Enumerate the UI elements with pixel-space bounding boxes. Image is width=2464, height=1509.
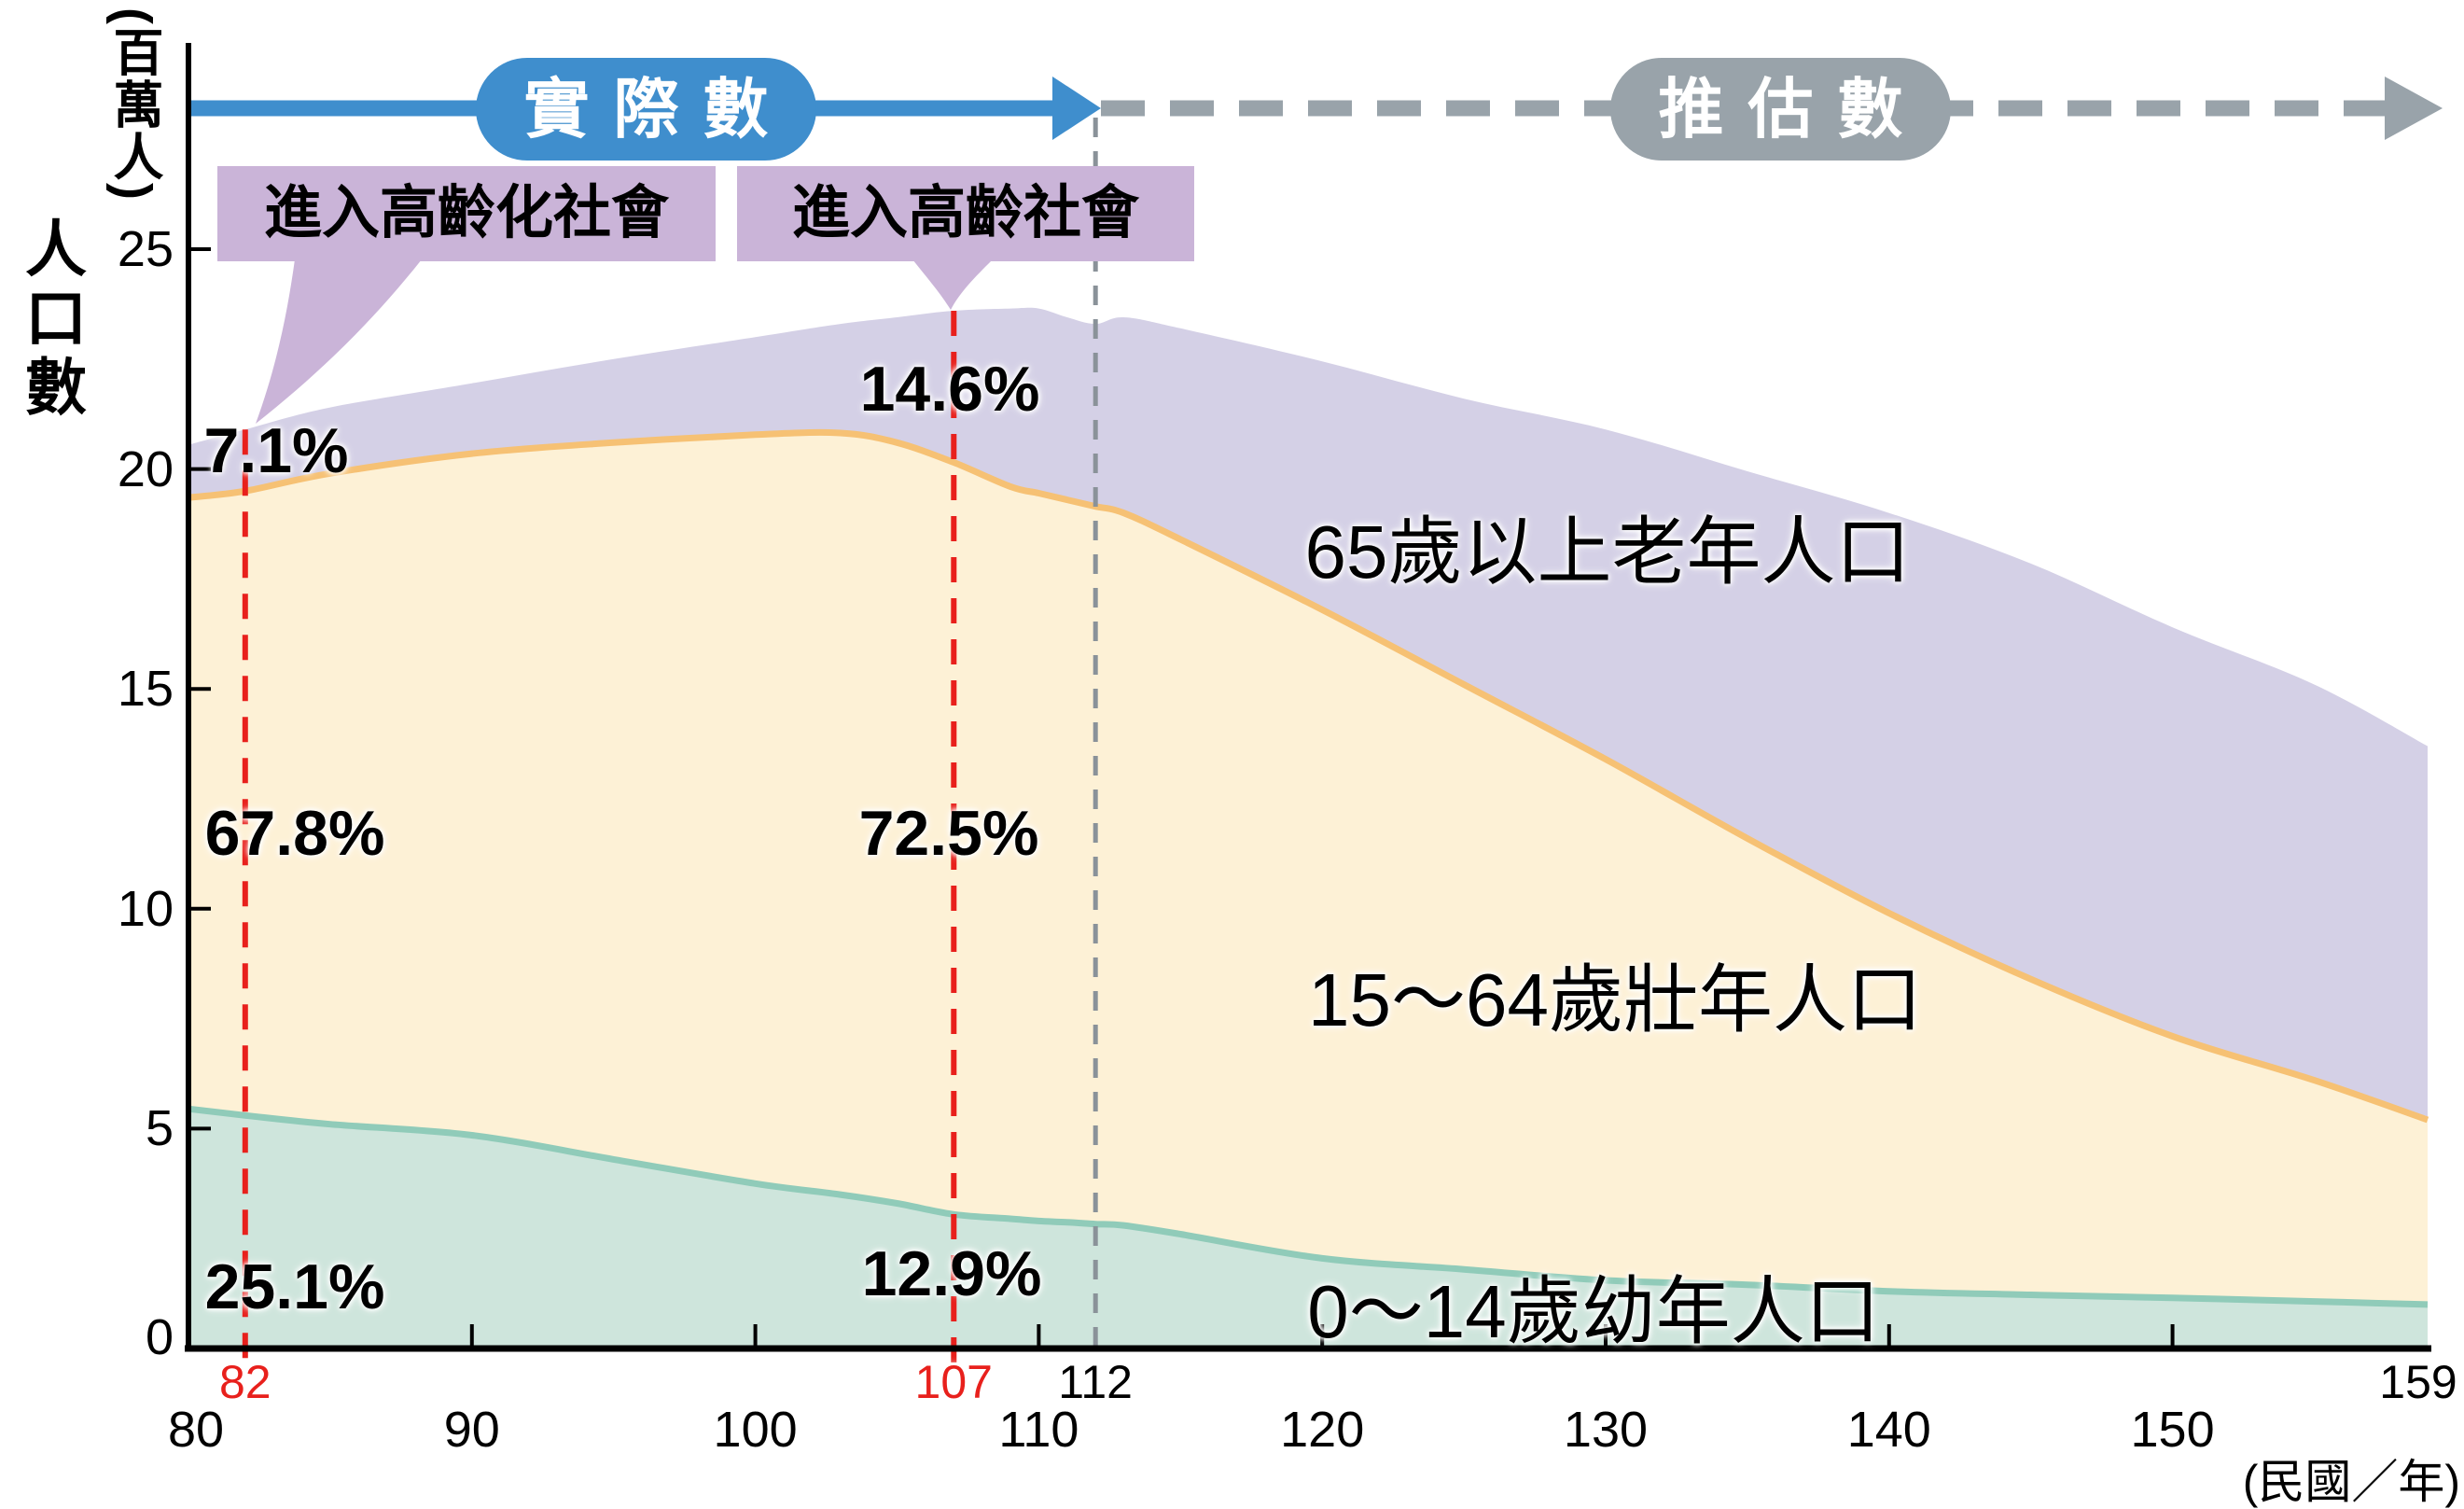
y-tick-label-25: 25 [117, 221, 174, 277]
aging-callout-tail [256, 259, 422, 424]
children-top-line [188, 1105, 2429, 1308]
aged-callout-tail [912, 259, 993, 310]
estimated-arrow-head [2385, 77, 2443, 140]
x-tick-label-150: 150 [2130, 1402, 2215, 1458]
y-tick-label-20: 20 [117, 440, 174, 497]
actual-arrow-head [1052, 77, 1101, 140]
working-age-top-line [188, 428, 2429, 1124]
y-tick-label-10: 10 [117, 880, 174, 937]
y-tick-label-15: 15 [117, 661, 174, 718]
x-tick-label-140: 140 [1846, 1402, 1931, 1458]
x-special-label-112: 112 [1058, 1356, 1133, 1408]
working-share-107-label: 72.5% [858, 798, 1039, 869]
x-special-label-159: 159 [2379, 1356, 2457, 1408]
series-label-working-age: 15～64歲壯年人口 [1308, 958, 1922, 1041]
y-axis-unit-label: (百萬人) [105, 7, 161, 202]
x-special-label-107: 107 [914, 1356, 993, 1408]
series-label-children: 0～14歲幼年人口 [1307, 1270, 1880, 1353]
x-tick-label-100: 100 [713, 1402, 798, 1458]
working-share-82-label: 67.8% [204, 798, 385, 869]
actual-phase-badge: 實際數 [476, 58, 816, 161]
old-share-107-label: 14.6% [859, 354, 1040, 425]
area-children [188, 1109, 2428, 1348]
x-axis-unit-note: (民國／年) [2242, 1456, 2460, 1508]
x-tick-label-110: 110 [998, 1402, 1079, 1458]
x-tick-label-90: 90 [443, 1402, 500, 1458]
area-working-age [188, 432, 2428, 1348]
y-tick-label-5: 5 [145, 1100, 174, 1157]
x-tick-label-130: 130 [1563, 1402, 1649, 1458]
aged-society-callout: 進入高齡社會 [737, 166, 1194, 261]
aging-society-callout: 進入高齡化社會 [217, 166, 716, 261]
y-tick-label-0: 0 [145, 1309, 174, 1365]
estimated-phase-badge: 推估數 [1610, 58, 1951, 161]
series-label-elderly: 65歲以上老年人口 [1304, 510, 1911, 594]
old-share-82-label: 7.1% [203, 415, 349, 486]
y-axis-title: 人口數 [17, 217, 86, 424]
x-special-label-82: 82 [218, 1356, 271, 1408]
x-tick-label-80: 80 [167, 1402, 225, 1458]
x-tick-label-120: 120 [1280, 1402, 1365, 1458]
young-share-82-label: 25.1% [204, 1251, 385, 1322]
young-share-107-label: 12.9% [861, 1238, 1042, 1309]
